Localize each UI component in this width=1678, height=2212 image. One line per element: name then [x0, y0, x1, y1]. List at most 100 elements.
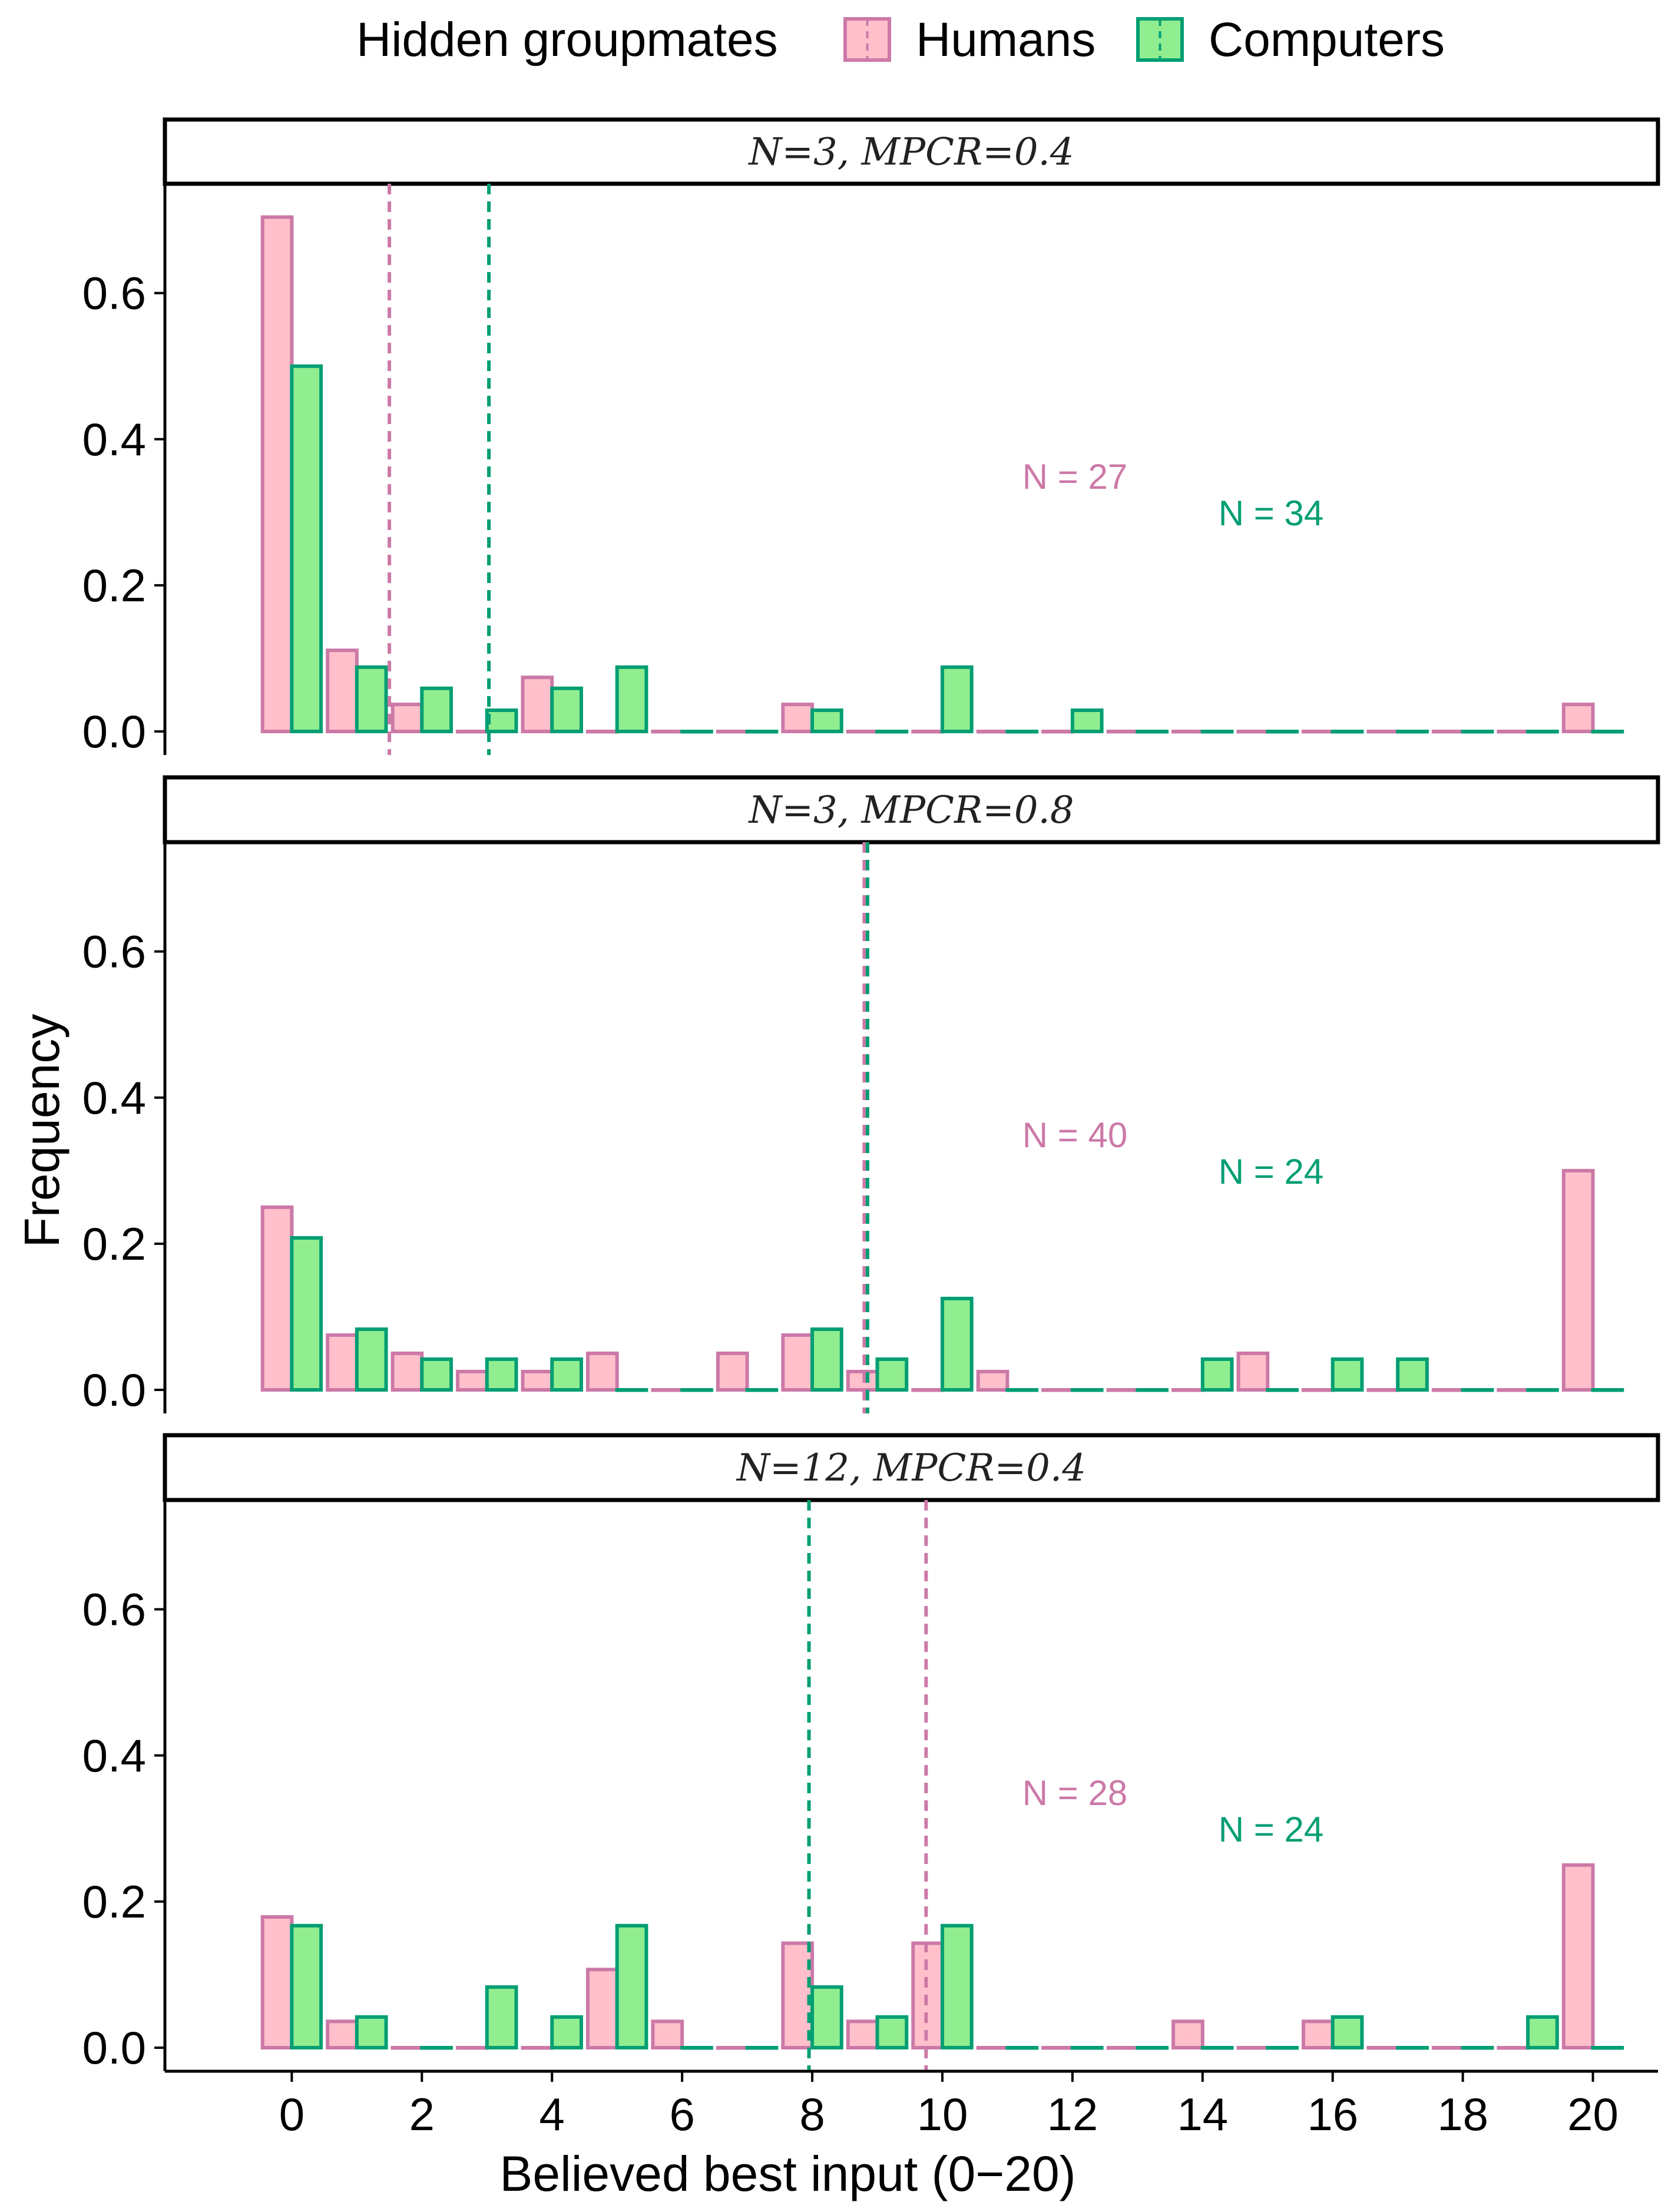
bar-humans-11: [976, 730, 1010, 734]
bar-computers-20: [1591, 730, 1624, 734]
bar-humans-4: [521, 1369, 554, 1392]
bar-computers-5: [615, 665, 648, 733]
bar-computers-10: [940, 1296, 974, 1392]
bar-computers-1: [355, 1327, 388, 1392]
y-tick-label: 0.6: [82, 1584, 146, 1635]
x-tick-label: 2: [409, 2088, 435, 2140]
bar-humans-15: [1236, 1351, 1270, 1392]
bar-humans-13: [1106, 730, 1140, 734]
bar-computers-2: [420, 1357, 454, 1392]
bar-humans-0: [260, 1205, 294, 1392]
panel-strip-label-3: N=12, MPCR=0.4: [736, 1446, 1086, 1490]
bar-computers-0: [290, 1923, 323, 2050]
n-label-humans: N = 28: [1022, 1773, 1127, 1813]
bar-humans-5: [585, 730, 619, 734]
y-tick-label: 0.2: [82, 1876, 146, 1928]
bar-humans-20: [1561, 1863, 1595, 2049]
bar-humans-7: [716, 1351, 749, 1392]
n-label-computers: N = 34: [1219, 494, 1323, 533]
bar-humans-5: [585, 1968, 619, 2050]
panel-strip-2: [163, 775, 1660, 845]
bar-humans-17: [1366, 730, 1400, 734]
bar-humans-16: [1302, 730, 1335, 734]
bar-computers-14: [1200, 1357, 1234, 1392]
bar-computers-4: [550, 1357, 583, 1392]
bar-computers-9: [875, 730, 909, 734]
bar-computers-7: [745, 730, 779, 734]
bar-computers-9: [875, 1357, 909, 1392]
bar-humans-16: [1302, 2019, 1335, 2050]
bar-computers-0: [290, 364, 323, 733]
bar-humans-4: [521, 675, 554, 733]
bar-humans-9: [846, 2019, 879, 2050]
bar-humans-7: [716, 730, 749, 734]
n-label-humans: N = 40: [1022, 1115, 1127, 1155]
bar-computers-16: [1331, 1357, 1364, 1392]
bar-computers-10: [940, 665, 974, 733]
bar-humans-18: [1431, 730, 1465, 734]
bar-humans-0: [260, 1915, 294, 2050]
bar-humans-6: [651, 730, 684, 734]
y-tick-label: 0.0: [82, 1364, 146, 1416]
bar-computers-15: [1266, 730, 1299, 734]
bar-computers-8: [810, 1327, 843, 1392]
bar-humans-1: [326, 648, 359, 734]
bar-computers-1: [355, 2015, 388, 2049]
bar-computers-2: [420, 686, 454, 733]
n-label-computers: N = 24: [1219, 1810, 1323, 1849]
y-tick-label: 0.4: [82, 1730, 146, 1781]
x-tick-label: 4: [540, 2088, 565, 2140]
bar-humans-8: [781, 1333, 815, 1392]
bar-humans-2: [390, 703, 424, 733]
bar-humans-11: [976, 1369, 1010, 1392]
y-tick-label: 0.4: [82, 413, 146, 465]
bar-computers-6: [680, 730, 713, 734]
panel-strip-3: [163, 1433, 1660, 1502]
bar-computers-3: [485, 1985, 518, 2050]
bar-humans-8: [781, 703, 815, 733]
bar-humans-14: [1171, 730, 1204, 734]
bar-computers-8: [810, 708, 843, 733]
bar-computers-3: [485, 1357, 518, 1392]
bar-humans-5: [585, 1351, 619, 1392]
panel-strip-label-1: N=3, MPCR=0.4: [747, 131, 1074, 174]
bar-computers-14: [1200, 730, 1234, 734]
bar-humans-2: [390, 1351, 424, 1392]
legend-label-humans: Humans: [916, 13, 1096, 67]
y-tick-label: 0.6: [82, 267, 146, 319]
bar-humans-1: [326, 2019, 359, 2050]
x-tick-label: 16: [1307, 2088, 1358, 2140]
bar-computers-11: [1005, 730, 1039, 734]
y-tick-label: 0.6: [82, 926, 146, 978]
y-axis-title: Frequency: [14, 1014, 69, 1248]
bar-humans-3: [456, 730, 489, 734]
legend-title: Hidden groupmates: [356, 13, 778, 67]
x-tick-label: 20: [1567, 2088, 1619, 2140]
bar-humans-0: [260, 215, 294, 733]
bar-computers-19: [1526, 2015, 1559, 2049]
bar-computers-10: [940, 1923, 974, 2050]
bar-humans-20: [1561, 1168, 1595, 1392]
panel-strip-label-2: N=3, MPCR=0.8: [747, 789, 1074, 832]
x-tick-label: 0: [279, 2088, 305, 2140]
legend-label-computers: Computers: [1209, 13, 1445, 67]
bar-computers-1: [355, 665, 388, 733]
bar-humans-10: [911, 730, 944, 734]
bar-computers-19: [1526, 730, 1559, 734]
bar-computers-8: [810, 1985, 843, 2050]
bar-humans-12: [1041, 730, 1074, 734]
bar-humans-14: [1171, 2019, 1204, 2050]
bar-humans-19: [1497, 730, 1530, 734]
n-label-computers: N = 24: [1219, 1152, 1323, 1191]
x-axis-title: Believed best input (0−20): [499, 2146, 1075, 2201]
bar-computers-9: [875, 2015, 909, 2049]
x-tick-label: 10: [917, 2088, 968, 2140]
bar-humans-6: [651, 2019, 684, 2050]
panel-strip-1: [163, 117, 1660, 186]
bar-computers-16: [1331, 2015, 1364, 2049]
bar-computers-17: [1396, 1357, 1429, 1392]
y-tick-label: 0.2: [82, 1218, 146, 1270]
y-tick-label: 0.2: [82, 559, 146, 611]
bar-computers-5: [615, 1923, 648, 2050]
